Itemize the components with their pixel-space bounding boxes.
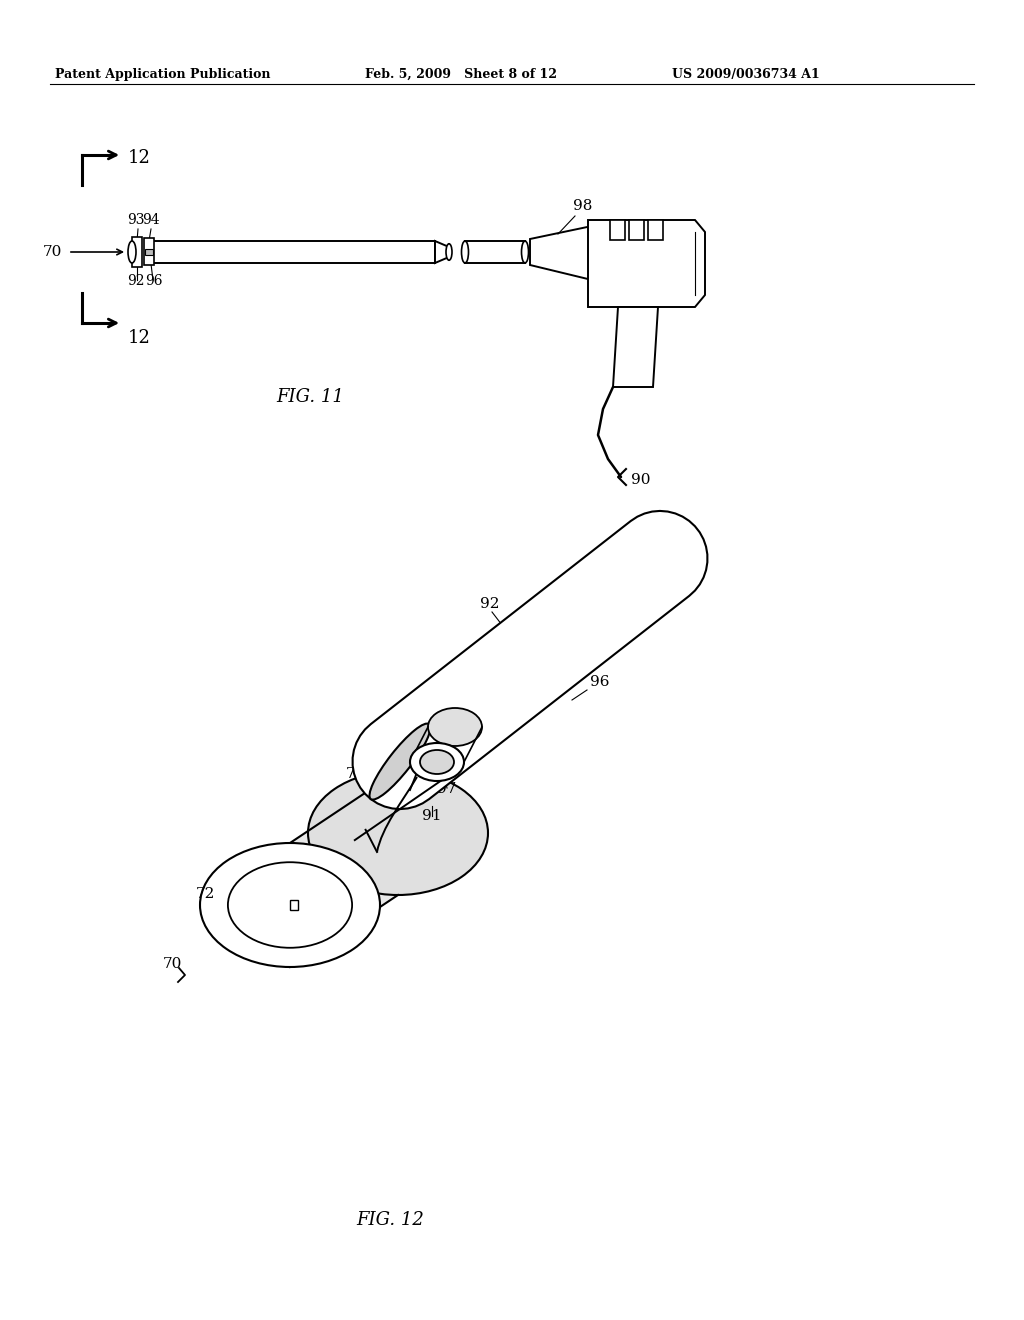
Ellipse shape <box>308 771 488 895</box>
Polygon shape <box>435 242 449 263</box>
Ellipse shape <box>410 743 464 781</box>
Text: 92: 92 <box>480 597 500 611</box>
Text: 96: 96 <box>145 275 163 288</box>
Ellipse shape <box>370 723 430 800</box>
Polygon shape <box>588 220 705 308</box>
Text: 72: 72 <box>196 887 215 902</box>
Bar <box>132 238 142 267</box>
Text: 97: 97 <box>451 735 470 748</box>
Ellipse shape <box>428 708 482 746</box>
Bar <box>648 220 663 240</box>
Polygon shape <box>530 226 592 280</box>
Bar <box>465 242 525 263</box>
Polygon shape <box>352 511 708 809</box>
Text: 12: 12 <box>128 149 151 168</box>
Ellipse shape <box>128 242 136 263</box>
Text: 70: 70 <box>163 957 182 972</box>
Ellipse shape <box>521 242 528 263</box>
Text: 92: 92 <box>127 275 144 288</box>
Text: US 2009/0036734 A1: US 2009/0036734 A1 <box>672 69 820 81</box>
Text: 79: 79 <box>346 767 366 781</box>
Text: 96: 96 <box>590 675 609 689</box>
Text: 97: 97 <box>437 781 457 796</box>
Text: 70: 70 <box>43 246 62 259</box>
Text: 99: 99 <box>272 907 292 921</box>
Text: 93: 93 <box>127 213 144 227</box>
Polygon shape <box>290 771 398 968</box>
Polygon shape <box>613 308 658 387</box>
Bar <box>146 242 435 263</box>
Text: 95: 95 <box>380 727 399 741</box>
Text: FIG. 11: FIG. 11 <box>276 388 344 407</box>
Ellipse shape <box>462 242 469 263</box>
Text: 91: 91 <box>422 809 441 822</box>
Ellipse shape <box>420 750 454 774</box>
Bar <box>610 220 625 240</box>
Text: FIG. 12: FIG. 12 <box>356 1210 424 1229</box>
Ellipse shape <box>446 244 452 260</box>
Text: 90: 90 <box>631 473 650 487</box>
Ellipse shape <box>200 843 380 968</box>
Bar <box>629 220 644 240</box>
Text: Patent Application Publication: Patent Application Publication <box>55 69 270 81</box>
Bar <box>145 249 153 255</box>
Text: 98: 98 <box>573 199 592 213</box>
Bar <box>290 900 298 909</box>
Bar <box>144 238 154 265</box>
Text: 12: 12 <box>128 329 151 347</box>
Text: 94: 94 <box>142 213 160 227</box>
Text: Feb. 5, 2009   Sheet 8 of 12: Feb. 5, 2009 Sheet 8 of 12 <box>365 69 557 81</box>
Ellipse shape <box>228 862 352 948</box>
